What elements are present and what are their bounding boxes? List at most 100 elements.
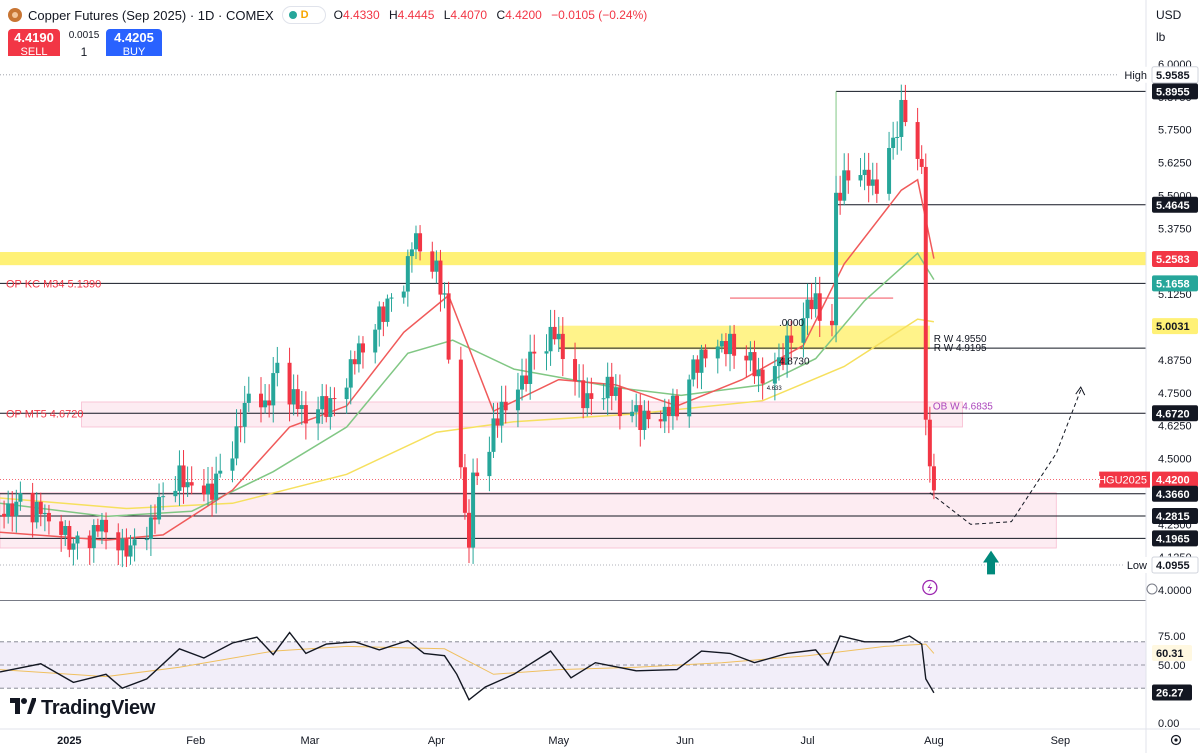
candle	[267, 384, 272, 418]
candle	[789, 320, 794, 360]
candle	[462, 454, 467, 520]
candle-body	[503, 401, 508, 411]
candle-body	[34, 501, 39, 523]
candle	[915, 107, 920, 171]
candle-body	[14, 501, 19, 517]
candle	[230, 441, 235, 483]
price-tag-bg	[1152, 196, 1198, 213]
candle-body	[552, 326, 557, 340]
candle-body	[259, 393, 264, 408]
candle-body	[544, 351, 549, 354]
order-quantity[interactable]: 1	[80, 45, 88, 59]
candle	[458, 346, 463, 479]
candle-body	[487, 451, 492, 477]
candle-body	[491, 418, 496, 452]
candle-body	[842, 170, 847, 201]
price-tag-label-0: 5.9585	[1156, 70, 1190, 82]
candle-body	[104, 519, 109, 533]
candle-body	[870, 179, 875, 186]
candle	[923, 153, 928, 436]
time-tick-5: Jun	[676, 735, 694, 747]
candle	[630, 399, 635, 423]
candle-body	[344, 387, 349, 400]
candle	[446, 281, 451, 364]
candle-body	[303, 405, 308, 424]
change-value: −0.0105 (−0.24%)	[551, 8, 648, 22]
candle-body	[748, 352, 753, 361]
candle	[475, 458, 480, 486]
candle	[903, 84, 908, 127]
candle-body	[409, 249, 414, 257]
candle	[646, 400, 651, 429]
annotation-label-2: R W 4.9550	[934, 334, 987, 345]
candle	[95, 518, 100, 537]
price-tick-7: 4.8750	[1158, 355, 1192, 367]
rsi-value-tag-0: 60.31	[1156, 648, 1184, 660]
buy-button[interactable]: 4.4205 BUY	[106, 29, 162, 61]
candle	[931, 453, 936, 500]
candle-body	[173, 490, 178, 497]
price-tag-bg	[1152, 275, 1198, 292]
candle-body	[238, 426, 243, 428]
candle	[548, 309, 553, 366]
high-value: 4.4445	[397, 8, 435, 22]
unit-selector[interactable]: lb	[1156, 30, 1166, 44]
candle	[360, 336, 365, 369]
up-arrow-icon	[983, 550, 1000, 575]
candle	[756, 357, 761, 393]
price-tag: 5.2583	[1152, 251, 1198, 268]
candle	[87, 530, 92, 565]
candle	[870, 162, 875, 196]
candle-body	[124, 538, 129, 557]
annotation-op-kc-m34: OP KC M34 5.1390	[6, 278, 101, 290]
candle-body	[185, 482, 190, 488]
market-status-pill[interactable]: D	[281, 6, 326, 24]
candle-body	[646, 410, 651, 420]
tradingview-logo: TradingView	[10, 697, 155, 719]
candle-body	[148, 517, 153, 540]
currency-selector[interactable]: USD	[1156, 8, 1182, 22]
candle	[834, 175, 839, 343]
candle-body	[234, 426, 239, 459]
interval-badge: D	[300, 9, 309, 21]
candle-body	[30, 492, 35, 523]
annotation-label-7: 4.633	[767, 386, 783, 392]
candle-body	[46, 512, 51, 522]
buy-price: 4.4205	[114, 30, 154, 45]
candle	[161, 482, 166, 511]
sell-button[interactable]: 4.4190 SELL	[8, 29, 60, 61]
high-key: H	[389, 8, 398, 22]
candle-body	[271, 373, 276, 406]
candle	[715, 339, 720, 374]
candle-body	[838, 192, 843, 201]
candle-body	[413, 233, 418, 250]
candle-body	[858, 175, 863, 181]
candle	[638, 394, 643, 447]
price-tag-label-4: 5.1658	[1156, 278, 1190, 290]
symbol-title[interactable]: Copper Futures (Sep 2025) · 1D · COMEX	[28, 7, 274, 23]
candle-body	[520, 375, 525, 390]
candle-body	[287, 362, 292, 405]
candle	[291, 374, 296, 416]
candle-body	[785, 335, 790, 365]
candle	[299, 390, 304, 425]
price-tag: 4.3660	[1152, 485, 1198, 502]
candle-body	[458, 359, 463, 468]
candle	[34, 492, 39, 529]
candle-body	[834, 192, 839, 326]
candle	[524, 358, 529, 392]
price-tag: 5.9585	[1151, 66, 1199, 84]
price-tag: 4.6720	[1152, 405, 1198, 422]
axis-note-bg	[1124, 556, 1150, 573]
candle	[324, 384, 329, 423]
candle-body	[352, 359, 357, 365]
candle-body	[752, 352, 757, 377]
candle	[838, 175, 843, 215]
candle	[275, 346, 280, 387]
candle-body	[789, 335, 794, 343]
candle	[748, 341, 753, 372]
candle	[560, 317, 565, 377]
price-tick-13: 5.6250	[1158, 158, 1192, 170]
